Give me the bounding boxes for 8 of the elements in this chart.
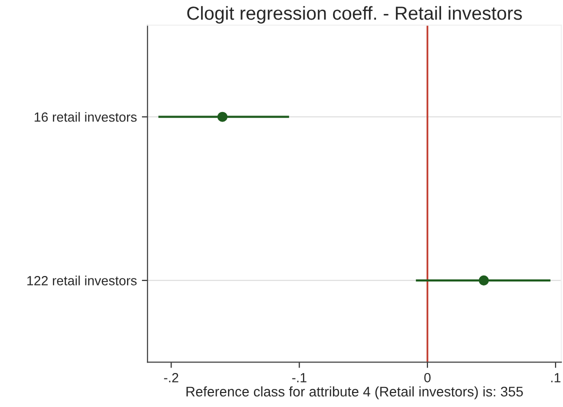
chart-title: Clogit regression coeff. - Retail investors: [187, 6, 522, 24]
x-axis-title: Reference class for attribute 4 (Retail investors) is: 355: [186, 386, 523, 400]
x-tick-label: -.2: [164, 372, 178, 382]
x-tick-label: .1: [551, 373, 560, 382]
x-tick-label: 0: [424, 372, 431, 382]
y-tick-label: 122 retail investors: [27, 276, 137, 286]
x-tick-label: -.1: [292, 373, 306, 382]
y-tick-label: 16 retail investors: [34, 112, 137, 122]
